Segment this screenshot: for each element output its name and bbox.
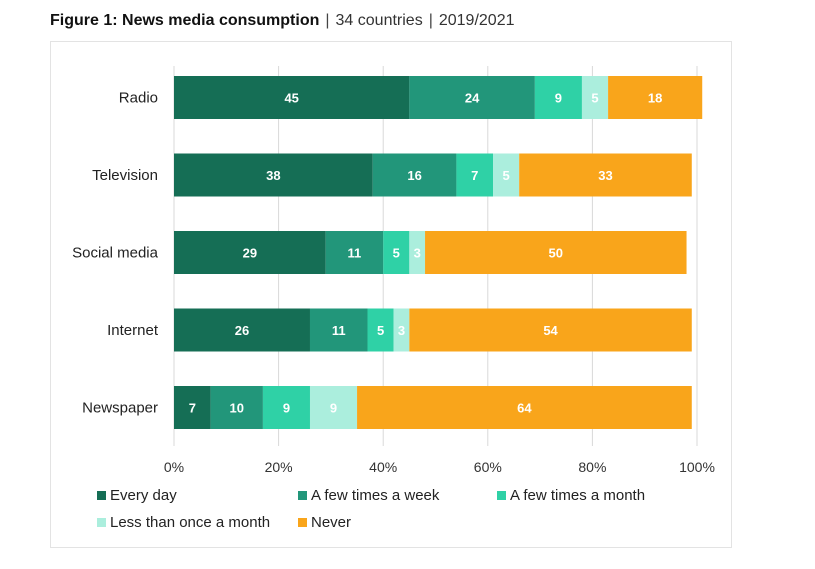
category-label: Internet [107, 322, 159, 339]
bar-segment [519, 153, 692, 197]
title-countries: 34 countries [335, 12, 423, 29]
data-label: 5 [591, 91, 598, 106]
bar-segment [608, 76, 703, 119]
bar-segment [174, 308, 310, 352]
bar-segment [262, 386, 310, 429]
data-label: 45 [284, 91, 298, 106]
data-label: 9 [330, 401, 337, 416]
bar-segment [174, 153, 373, 197]
data-label: 7 [471, 168, 478, 183]
bar-segment [309, 308, 368, 352]
category-label: Radio [119, 90, 158, 107]
data-label: 18 [648, 91, 662, 106]
data-label: 29 [243, 246, 257, 261]
legend-swatch [298, 518, 307, 527]
x-tick-label: 60% [474, 459, 502, 475]
bar-segment [581, 76, 609, 119]
data-label: 5 [377, 323, 384, 338]
category-label: Newspaper [82, 400, 158, 417]
bar-segment [456, 153, 494, 197]
chart-frame [50, 41, 732, 548]
title-years: 2019/2021 [438, 12, 515, 29]
legend-label: Never [311, 514, 351, 531]
bar-segment [383, 231, 410, 274]
category-label: Television [92, 167, 158, 184]
legend-label: Every day [110, 487, 177, 504]
bar-segment [409, 308, 692, 352]
data-label: 7 [189, 401, 196, 416]
x-tick-label: 40% [369, 459, 397, 475]
data-label: 11 [348, 246, 362, 261]
data-label: 5 [502, 168, 509, 183]
legend-label: A few times a month [510, 487, 645, 504]
legend-swatch [97, 518, 106, 527]
x-tick-label: 80% [578, 459, 606, 475]
legend-swatch [97, 491, 106, 500]
data-label: 64 [517, 401, 532, 416]
bar-segment [493, 153, 520, 197]
data-label: 3 [414, 246, 421, 261]
legend-swatch [497, 491, 506, 500]
x-tick-label: 0% [164, 459, 184, 475]
data-label: 54 [543, 323, 558, 338]
bar-segment [174, 386, 211, 429]
legend-label: A few times a week [311, 487, 440, 504]
x-tick-label: 100% [679, 459, 715, 475]
figure-title-main: Figure 1: News media consumption [50, 12, 320, 29]
bar-segment [357, 386, 692, 429]
bar-segment [409, 76, 535, 119]
bar-segment [409, 231, 426, 274]
bar-segment [367, 308, 394, 352]
bar-segment [393, 308, 410, 352]
data-label: 50 [549, 246, 563, 261]
legend-swatch [298, 491, 307, 500]
data-label: 11 [332, 323, 346, 338]
figure-title: Figure 1: News media consumption | 34 coun… [50, 12, 515, 30]
data-label: 3 [398, 323, 405, 338]
data-label: 10 [230, 401, 244, 416]
data-label: 38 [266, 168, 280, 183]
bar-segment [174, 76, 410, 119]
bar-segment [309, 386, 358, 429]
bar-segment [325, 231, 384, 274]
title-separator: | [325, 12, 330, 29]
legend-label: Less than once a month [110, 514, 270, 531]
data-label: 16 [407, 168, 421, 183]
data-label: 26 [235, 323, 249, 338]
data-label: 9 [555, 91, 562, 106]
bars [174, 76, 703, 429]
data-label: 24 [465, 91, 480, 106]
bar-segment [372, 153, 457, 197]
labels: 0% 20% 40% 60% 80% 100% Radio 45 24 9 5 18 Televisio… [72, 90, 715, 476]
x-tick-label: 20% [265, 459, 293, 475]
title-separator: | [428, 12, 433, 29]
bar-segment [174, 231, 326, 274]
bar-segment [425, 231, 687, 274]
data-label: 33 [598, 168, 612, 183]
legend: Every day A few times a week A few times a… [97, 487, 645, 531]
bar-segment [210, 386, 263, 429]
bar-segment [534, 76, 582, 119]
data-label: 9 [283, 401, 290, 416]
data-label: 5 [393, 246, 400, 261]
category-label: Social media [72, 245, 159, 262]
